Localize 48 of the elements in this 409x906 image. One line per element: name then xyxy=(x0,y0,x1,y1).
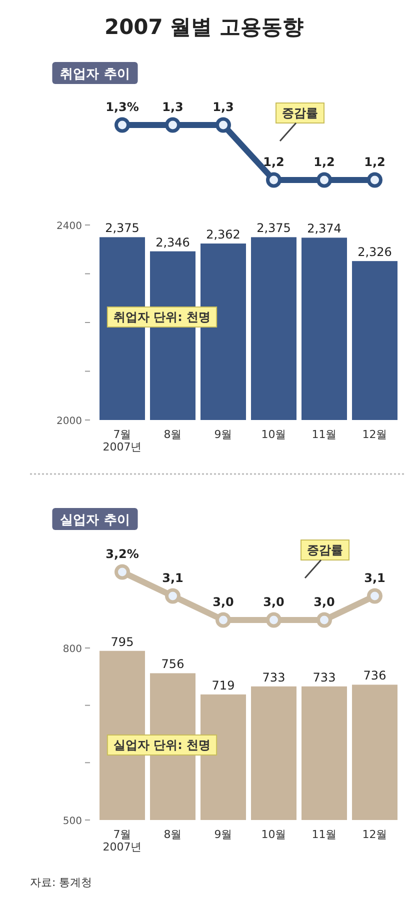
data-label: 1,2 xyxy=(263,155,284,169)
chart-title: 2007 월별 고용동향 xyxy=(104,15,304,39)
data-label: 3,0 xyxy=(263,595,284,609)
text: 증감률 xyxy=(282,106,318,120)
x-tick-label: 11월 xyxy=(312,428,337,441)
annotation: 취업자 단위: 천명 xyxy=(113,310,211,324)
data-label: 1,3% xyxy=(106,100,139,114)
data-label: 2,374 xyxy=(307,222,342,236)
x-tick-label: 8월 xyxy=(164,828,182,841)
data-label: 1,2 xyxy=(314,155,335,169)
x-tick-label: 7월 2007년 xyxy=(102,428,142,454)
data-label: 2,375 xyxy=(256,221,291,236)
data-label: 3,0 xyxy=(314,595,335,609)
data-label: 2,346 xyxy=(156,235,190,250)
y-tick-label: 2400 xyxy=(56,221,82,232)
x-tick-label: 10월 xyxy=(261,828,286,841)
chart-subtitle: 취업자 추이 xyxy=(60,67,130,82)
x-tick-label: 12월 xyxy=(362,428,388,441)
data-label: 733 xyxy=(262,670,286,684)
data-label: 736 xyxy=(363,668,386,683)
data-label: 2,326 xyxy=(358,245,392,260)
text: 증감률 xyxy=(307,543,343,557)
text: 자료: 통계청 xyxy=(30,876,92,889)
data-label: 1,2 xyxy=(364,155,386,169)
y-tick-label: 2000 xyxy=(56,416,82,427)
chart-subtitle: 실업자 추이 xyxy=(60,513,130,528)
x-tick-label: 9월 xyxy=(214,828,232,841)
data-label: 795 xyxy=(110,634,134,649)
data-label: 1,3 xyxy=(212,100,234,114)
x-tick-label: 11월 xyxy=(312,828,337,841)
data-label: 756 xyxy=(161,657,184,672)
data-label: 2,375 xyxy=(105,221,140,236)
annotation: 실업자 단위: 천명 xyxy=(113,738,211,752)
x-tick-label: 9월 xyxy=(214,428,232,441)
data-label: 733 xyxy=(312,670,336,684)
data-label: 3,0 xyxy=(212,595,234,609)
x-tick-label: 7월 2007년 xyxy=(102,828,142,854)
x-tick-label: 10월 xyxy=(261,428,286,441)
data-label: 3,1 xyxy=(364,571,386,585)
y-tick-label: 500 xyxy=(62,816,82,827)
data-label: 1,3 xyxy=(162,100,184,114)
y-tick-label: 800 xyxy=(62,644,82,655)
data-label: 3,1 xyxy=(162,571,184,585)
data-label: 2,362 xyxy=(206,228,240,242)
x-tick-label: 8월 xyxy=(164,428,182,441)
x-tick-label: 12월 xyxy=(362,828,388,841)
data-label: 3,2% xyxy=(106,547,139,561)
data-label: 719 xyxy=(212,678,235,692)
